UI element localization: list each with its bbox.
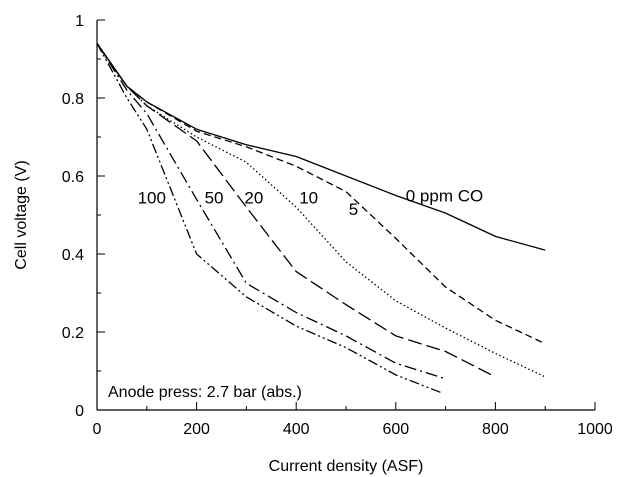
x-tick-label: 0 [93, 421, 102, 438]
x-tick-label: 800 [482, 421, 509, 438]
anode-pressure-annotation: Anode press: 2.7 bar (abs.) [108, 384, 302, 401]
series-label: 5 [349, 200, 358, 219]
plot-frame [96, 20, 595, 411]
series-line-0 [96, 43, 546, 251]
series-line-5 [96, 43, 546, 345]
y-tick-label: 0.2 [62, 325, 84, 342]
series-labels: 0 ppm CO 5 10 20 50 100 [138, 186, 484, 219]
series-line-50 [96, 43, 446, 380]
axis-ticks: 0 200 400 600 800 1000 0 0.2 0.4 0.6 0.8 1 [62, 13, 613, 438]
series-line-10 [96, 43, 546, 378]
y-tick-label: 0.6 [62, 169, 84, 186]
series-line-100 [96, 43, 441, 394]
y-tick-label: 0 [75, 403, 84, 420]
y-tick-label: 1 [75, 13, 84, 30]
x-tick-label: 400 [283, 421, 310, 438]
y-tick-label: 0.4 [62, 247, 84, 264]
series-label: 0 ppm CO [406, 186, 483, 205]
x-tick-label: 1000 [577, 421, 613, 438]
series-lines [96, 43, 546, 394]
y-tick-label: 0.8 [62, 91, 84, 108]
x-axis-title: Current density (ASF) [269, 458, 424, 475]
series-line-20 [96, 43, 496, 378]
x-tick-label: 600 [382, 421, 409, 438]
series-label: 100 [138, 188, 166, 207]
series-label: 10 [299, 188, 318, 207]
series-label: 20 [244, 188, 263, 207]
x-tick-label: 200 [183, 421, 210, 438]
y-axis-title: Cell voltage (V) [13, 160, 30, 269]
series-label: 50 [205, 188, 224, 207]
